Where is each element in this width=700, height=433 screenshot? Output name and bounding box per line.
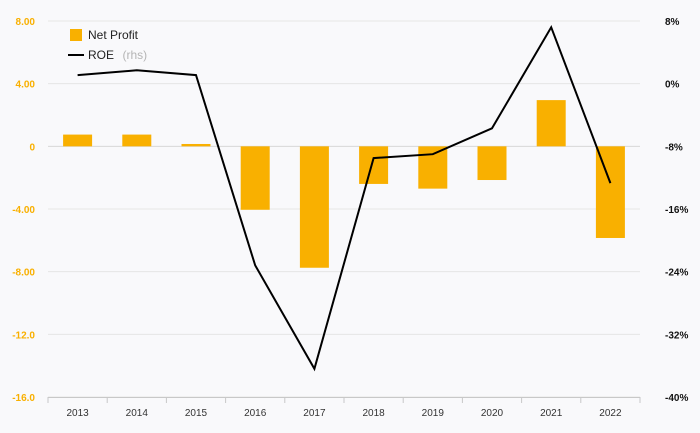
right-tick-label: -24% bbox=[665, 268, 688, 279]
net-profit-bar bbox=[299, 146, 329, 268]
bars bbox=[63, 100, 625, 268]
left-tick-label: -4.00 bbox=[12, 205, 35, 216]
net-profit-bar bbox=[240, 146, 270, 210]
x-tick-label: 2014 bbox=[126, 408, 149, 419]
legend-label-roe-suffix: (rhs) bbox=[122, 48, 147, 62]
roe-line-layer bbox=[77, 24, 612, 372]
x-tick-label: 2020 bbox=[481, 408, 504, 419]
net-profit-bar bbox=[477, 146, 507, 181]
left-tick-label: 4.00 bbox=[16, 80, 36, 91]
net-profit-bar bbox=[536, 100, 566, 147]
net-profit-bar bbox=[359, 146, 389, 184]
right-tick-label: -8% bbox=[665, 142, 683, 153]
net-profit-bar bbox=[181, 143, 211, 147]
net-profit-bar bbox=[595, 146, 625, 238]
x-tick-label: 2015 bbox=[185, 408, 208, 419]
x-tick-label: 2018 bbox=[362, 408, 385, 419]
legend-label-net-profit: Net Profit bbox=[88, 28, 139, 42]
legend-swatch-net-profit bbox=[70, 29, 82, 41]
net-profit-bar bbox=[122, 134, 152, 147]
left-tick-label: 0 bbox=[29, 142, 35, 153]
left-tick-label: -12.0 bbox=[12, 330, 35, 341]
net-profit-bar bbox=[63, 134, 93, 147]
net-profit-bar bbox=[418, 146, 448, 189]
axes: 8.00 4.00 0 -4.00 -8.00 -12.0 -16.0 8% 0% -8% -16%… bbox=[12, 17, 688, 419]
right-tick-label: 0% bbox=[665, 80, 680, 91]
right-tick-label: -32% bbox=[665, 330, 688, 341]
x-tick-label: 2019 bbox=[422, 408, 445, 419]
x-tick-label: 2017 bbox=[303, 408, 326, 419]
grid bbox=[48, 20, 640, 398]
x-tick-label: 2021 bbox=[540, 408, 563, 419]
x-tick-label: 2013 bbox=[66, 408, 89, 419]
left-tick-label: 8.00 bbox=[16, 17, 36, 28]
left-tick-label: -16.0 bbox=[12, 393, 35, 404]
x-tick-label: 2016 bbox=[244, 408, 267, 419]
right-tick-label: 8% bbox=[665, 17, 680, 28]
legend: Net Profit ROE (rhs) bbox=[68, 28, 147, 63]
legend-label-roe: ROE (rhs) bbox=[88, 46, 147, 63]
x-tick-label: 2022 bbox=[599, 408, 622, 419]
roe-line bbox=[77, 24, 612, 372]
left-tick-label: -8.00 bbox=[12, 268, 35, 279]
right-tick-label: -16% bbox=[665, 205, 688, 216]
right-tick-label: -40% bbox=[665, 393, 688, 404]
legend-label-roe-name: ROE bbox=[88, 48, 114, 62]
